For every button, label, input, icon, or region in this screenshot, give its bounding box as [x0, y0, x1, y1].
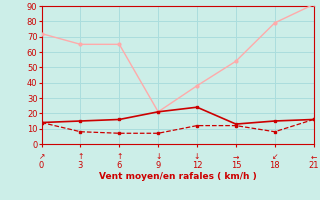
Text: ↗: ↗ [38, 152, 45, 161]
Text: ↑: ↑ [116, 152, 123, 161]
Text: ↓: ↓ [194, 152, 200, 161]
Text: →: → [233, 152, 239, 161]
Text: ↑: ↑ [77, 152, 84, 161]
Text: ←: ← [310, 152, 317, 161]
X-axis label: Vent moyen/en rafales ( km/h ): Vent moyen/en rafales ( km/h ) [99, 172, 256, 181]
Text: ↙: ↙ [272, 152, 278, 161]
Text: ↓: ↓ [155, 152, 161, 161]
